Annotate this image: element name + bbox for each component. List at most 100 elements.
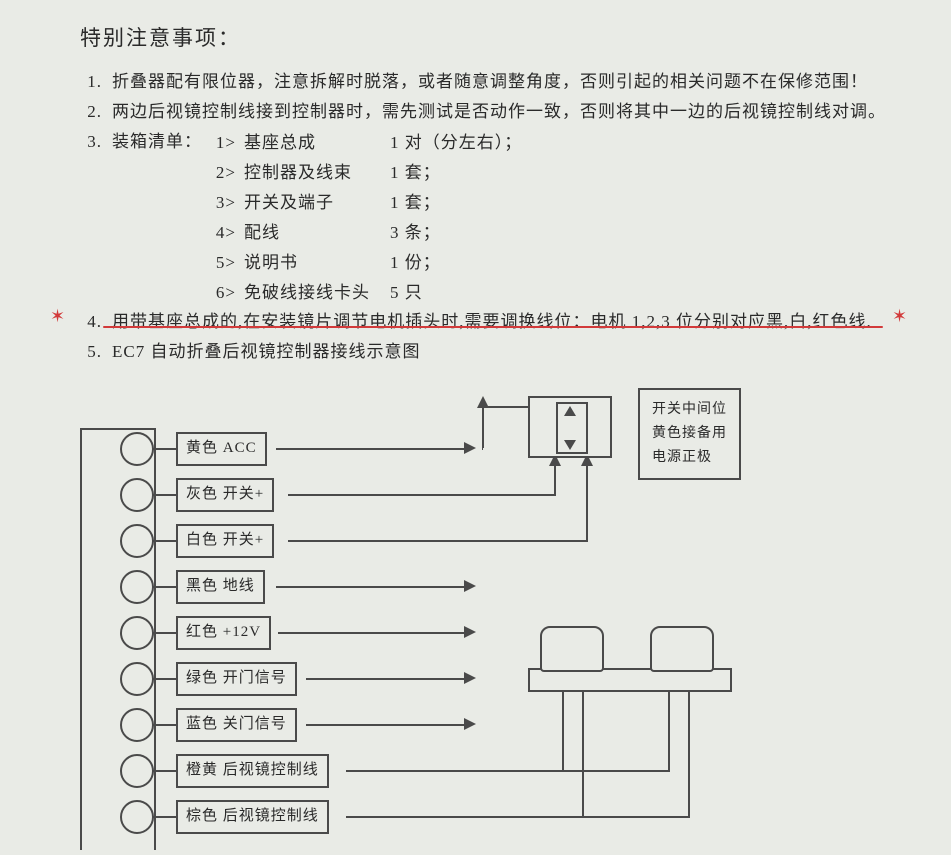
wire-label: 黑色 地线 [176,570,265,604]
switch-note-box: 开关中间位 黄色接备用 电源正极 [638,388,741,480]
list-item: 5. EC7 自动折叠后视镜控制器接线示意图 [72,338,420,366]
wire [152,632,176,634]
note-line: 开关中间位 [652,398,727,422]
wire [554,464,556,496]
note-line: 电源正极 [652,446,727,470]
packing-row: 5> 说明书 [210,248,298,273]
list-text: EC7 自动折叠后视镜控制器接线示意图 [112,342,420,361]
star-icon: ✶ [50,306,65,327]
highlight-underline [103,326,883,328]
wire [306,678,466,680]
wire [586,464,588,542]
wire-label: 蓝色 关门信号 [176,708,297,742]
wire [152,494,176,496]
connector-pin [120,432,154,466]
packing-name: 控制器及线束 [244,163,352,182]
connector-pin [120,570,154,604]
packing-row: 4> 配线 [210,218,280,243]
arrow-icon [464,718,476,730]
packing-num: 2> [210,163,236,183]
wire [278,632,466,634]
connector-pin [120,478,154,512]
list-number: 3. [72,128,102,156]
wire-label: 黄色 ACC [176,432,267,466]
wire [276,586,466,588]
connector-pin [120,800,154,834]
connector-pin [120,662,154,696]
note-line: 黄色接备用 [652,422,727,446]
wire [482,406,484,448]
wire-label: 绿色 开门信号 [176,662,297,696]
packing-row: 6> 免破线接线卡头 [210,278,370,303]
arrow-up-icon [564,406,576,416]
connector-pin [120,708,154,742]
mirror-motor-left [540,626,604,672]
wire-label: 红色 +12V [176,616,271,650]
arrow-icon [464,442,476,454]
packing-qty: 1 套； [390,188,441,213]
packing-qty: 1 套； [390,158,441,183]
packing-num: 1> [210,133,236,153]
wire [288,540,588,542]
packing-qty: 5 只 [390,278,423,303]
wire [482,406,528,408]
wire [562,770,670,772]
wire [152,724,176,726]
packing-num: 4> [210,223,236,243]
wire [688,688,690,818]
arrow-icon [464,580,476,592]
list-item: 3. 装箱清单： [72,128,202,156]
packing-row: 3>开关及端子 [210,188,334,213]
list-number: 4. [72,308,102,336]
packing-name: 配线 [244,223,280,242]
connector-pin [120,524,154,558]
packing-name: 开关及端子 [244,193,334,212]
wire [152,678,176,680]
wire [288,494,556,496]
wire [346,816,584,818]
wire [152,586,176,588]
list-number: 1. [72,68,102,96]
list-item-highlighted: 4. 用带基座总成的,在安装镜片调节电机插头时,需要调换线位：电机 1,2,3 位… [72,308,872,336]
switch-symbol [528,396,612,458]
switch-rocker [556,402,588,454]
packing-qty: 1 对（分左右）； [390,128,522,153]
list-number: 5. [72,338,102,366]
wire-label: 棕色 后视镜控制线 [176,800,329,834]
list-text: 折叠器配有限位器，注意拆解时脱落，或者随意调整角度，否则引起的相关问题不在保修范… [112,72,868,91]
list-item: 2.两边后视镜控制线接到控制器时，需先测试是否动作一致，否则将其中一边的后视镜控… [72,98,886,126]
wire [482,448,483,450]
wire [562,688,564,772]
star-icon: ✶ [892,306,907,327]
packing-num: 6> [210,283,236,303]
mirror-motor-right [650,626,714,672]
wire [306,724,466,726]
list-text: 两边后视镜控制线接到控制器时，需先测试是否动作一致，否则将其中一边的后视镜控制线… [112,102,886,121]
list-item: 1. 折叠器配有限位器，注意拆解时脱落，或者随意调整角度，否则引起的相关问题不在保… [72,68,868,96]
packing-qty: 1 份； [390,248,441,273]
wiring-diagram: 黄色 ACC 灰色 开关+ 白色 开关+ 黑色 地线 红色 +12V 绿色 开门 [78,428,878,848]
list-text: 装箱清单： [112,132,202,151]
wire-label: 白色 开关+ [176,524,274,558]
wire [152,816,176,818]
wire [152,770,176,772]
wire [152,540,176,542]
packing-name: 基座总成 [244,133,316,152]
packing-name: 说明书 [244,253,298,272]
packing-name: 免破线接线卡头 [244,283,370,302]
packing-num: 5> [210,253,236,273]
wire [668,688,670,772]
connector-pin [120,616,154,650]
connector-pin [120,754,154,788]
packing-row: 2> 控制器及线束 [210,158,352,183]
wire [152,448,176,450]
arrow-icon [464,626,476,638]
arrow-down-icon [564,440,576,450]
packing-qty: 3 条； [390,218,441,243]
packing-row: 1> 基座总成 [210,128,316,153]
wire [582,816,690,818]
wire [276,448,466,450]
wire-label: 橙黄 后视镜控制线 [176,754,329,788]
wire-label: 灰色 开关+ [176,478,274,512]
list-text: 用带基座总成的,在安装镜片调节电机插头时,需要调换线位：电机 1,2,3 位分别… [112,312,872,331]
